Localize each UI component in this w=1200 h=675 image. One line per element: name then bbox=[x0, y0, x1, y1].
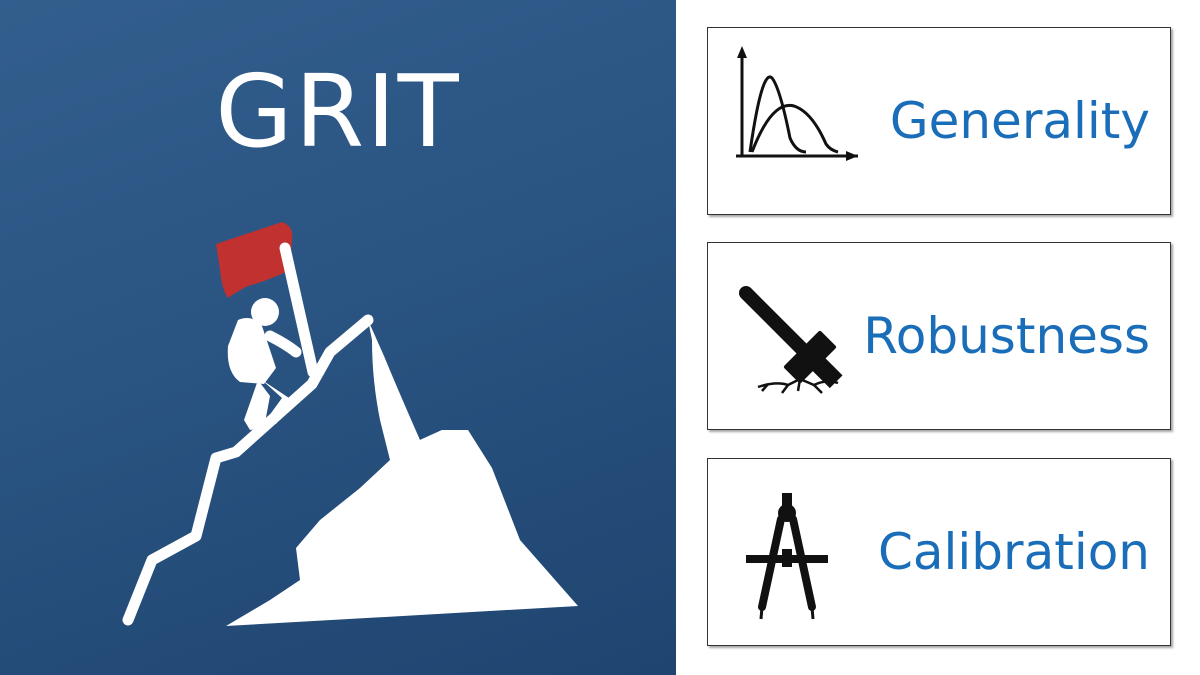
hammer-icon bbox=[739, 286, 843, 394]
generality-label: Generality bbox=[889, 92, 1150, 150]
drawing-compass-icon bbox=[746, 493, 828, 620]
grit-logo-panel: GRIT bbox=[0, 0, 676, 675]
robustness-label: Robustness bbox=[863, 307, 1150, 365]
calibration-label: Calibration bbox=[877, 523, 1150, 581]
calibration-card: Calibration bbox=[707, 458, 1171, 646]
generality-card: Generality bbox=[707, 27, 1171, 215]
distribution-curves-icon bbox=[736, 46, 858, 161]
robustness-card: Robustness bbox=[707, 242, 1171, 430]
climber-flag-mountain-icon bbox=[216, 222, 293, 298]
logo-title: GRIT bbox=[215, 53, 461, 170]
